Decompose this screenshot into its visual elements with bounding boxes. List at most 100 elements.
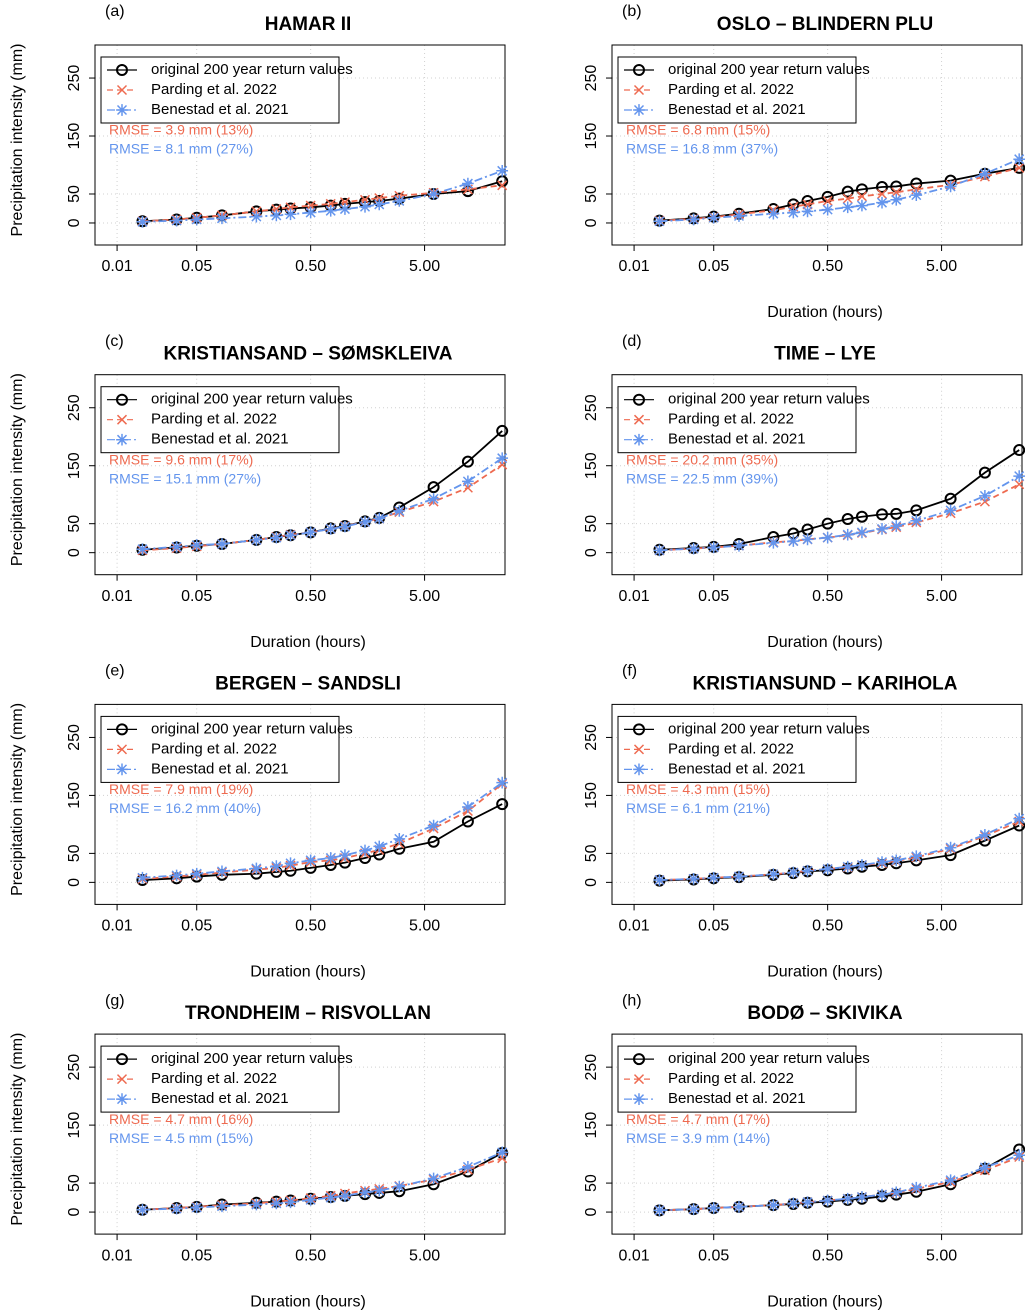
annotation: RMSE = 3.9 mm (14%)	[626, 1130, 770, 1146]
point	[801, 864, 814, 877]
y-tick-label: 50	[583, 1174, 600, 1192]
legend-marker	[116, 744, 128, 755]
point	[359, 844, 371, 857]
legend-label: Benestad et al. 2021	[668, 431, 806, 448]
point	[496, 164, 509, 177]
point	[979, 828, 991, 841]
y-axis-title: Precipitation intensity (mm)	[9, 44, 26, 237]
y-tick-label: 0	[66, 1208, 83, 1217]
series-line	[659, 1156, 1020, 1212]
x-tick-label: 5.00	[409, 588, 440, 605]
x-axis-title: Duration (hours)	[250, 964, 366, 981]
annotation: RMSE = 16.8 mm (37%)	[626, 141, 778, 157]
legend-marker	[633, 104, 645, 116]
y-tick-label: 250	[583, 1054, 600, 1081]
legend-label: Benestad et al. 2021	[668, 1090, 806, 1107]
legend-label: Benestad et al. 2021	[151, 431, 289, 448]
point	[427, 1172, 440, 1185]
x-axis-title: Duration (hours)	[767, 1293, 883, 1310]
y-tick-label: 50	[583, 185, 600, 203]
y-tick-label: 250	[66, 724, 83, 751]
point	[687, 1203, 700, 1216]
y-axis-title: Precipitation intensity (mm)	[9, 373, 26, 566]
y-tick-label: 0	[583, 218, 600, 227]
point	[190, 867, 203, 880]
point	[324, 852, 337, 864]
point	[822, 195, 833, 206]
y-tick-label: 150	[583, 123, 600, 150]
legend-marker	[116, 393, 128, 406]
y-tick-label: 250	[66, 394, 83, 421]
series-line	[659, 167, 1020, 222]
y-axis-title: Precipitation intensity (mm)	[9, 703, 26, 896]
legend-box	[617, 1045, 857, 1113]
series-line	[659, 1154, 1020, 1212]
point	[841, 860, 854, 873]
panel: 0.01 0.05 0.50 5.00 0 50 150 250 (b) OSLO – BLIND…	[583, 3, 1025, 321]
point	[856, 1191, 868, 1203]
point	[170, 1202, 183, 1215]
series-line	[142, 180, 503, 223]
legend-label: original 200 year return values	[668, 720, 870, 737]
legend-marker	[633, 1053, 645, 1066]
legend-marker	[633, 1074, 645, 1085]
point	[687, 873, 700, 885]
legend-label: original 200 year return values	[151, 391, 353, 408]
point	[979, 167, 991, 180]
legend-label: Benestad et al. 2021	[668, 760, 806, 777]
annotation: RMSE = 4.3 mm (15%)	[626, 781, 770, 797]
legend-marker	[116, 763, 128, 776]
annotation: RMSE = 16.2 mm (40%)	[109, 800, 261, 816]
point	[304, 854, 317, 867]
y-tick-label: 150	[583, 452, 600, 479]
point	[944, 180, 957, 193]
chart-title: OSLO – BLINDERN PLU	[717, 14, 933, 35]
x-tick-label: 0.05	[181, 588, 212, 605]
x-axis-title: Duration (hours)	[767, 304, 883, 321]
point	[856, 526, 868, 539]
legend-marker	[633, 414, 645, 425]
legend-label: original 200 year return values	[151, 61, 353, 78]
legend-marker	[633, 64, 645, 76]
y-tick-label: 250	[583, 394, 600, 421]
point	[373, 512, 386, 525]
point	[855, 510, 868, 523]
legend-marker	[116, 433, 128, 446]
annotation: RMSE = 4.7 mm (16%)	[109, 1111, 253, 1127]
point	[821, 863, 834, 875]
x-tick-label: 5.00	[409, 1247, 440, 1264]
x-tick-label: 0.01	[619, 918, 650, 935]
point	[359, 516, 371, 528]
point	[910, 850, 923, 863]
point	[304, 526, 317, 539]
point	[324, 1191, 337, 1204]
chart-title: KRISTIANSAND – SØMSKLEIVA	[164, 344, 453, 365]
x-tick-label: 0.05	[181, 918, 212, 935]
point	[856, 859, 868, 871]
legend-box	[100, 715, 340, 783]
point	[461, 815, 474, 828]
point	[787, 866, 800, 879]
y-tick-label: 50	[66, 515, 83, 533]
y-tick-label: 250	[66, 65, 83, 92]
series-line	[659, 820, 1020, 881]
y-tick-label: 0	[583, 548, 600, 557]
point	[250, 534, 263, 546]
point	[250, 1198, 263, 1211]
annotation: RMSE = 9.6 mm (17%)	[109, 451, 253, 467]
point	[707, 871, 720, 884]
y-tick-label: 150	[66, 782, 83, 809]
point	[944, 841, 957, 854]
point	[496, 776, 509, 789]
point	[250, 862, 263, 875]
point	[373, 840, 386, 853]
point	[284, 1196, 297, 1209]
chart-title: BERGEN – SANDSLI	[215, 673, 401, 694]
point	[767, 868, 780, 881]
x-tick-label: 0.05	[698, 588, 729, 605]
y-tick-label: 150	[66, 123, 83, 150]
legend-box	[617, 386, 857, 454]
point	[841, 185, 854, 198]
legend-label: Parding et al. 2022	[668, 411, 794, 428]
point	[427, 819, 440, 832]
